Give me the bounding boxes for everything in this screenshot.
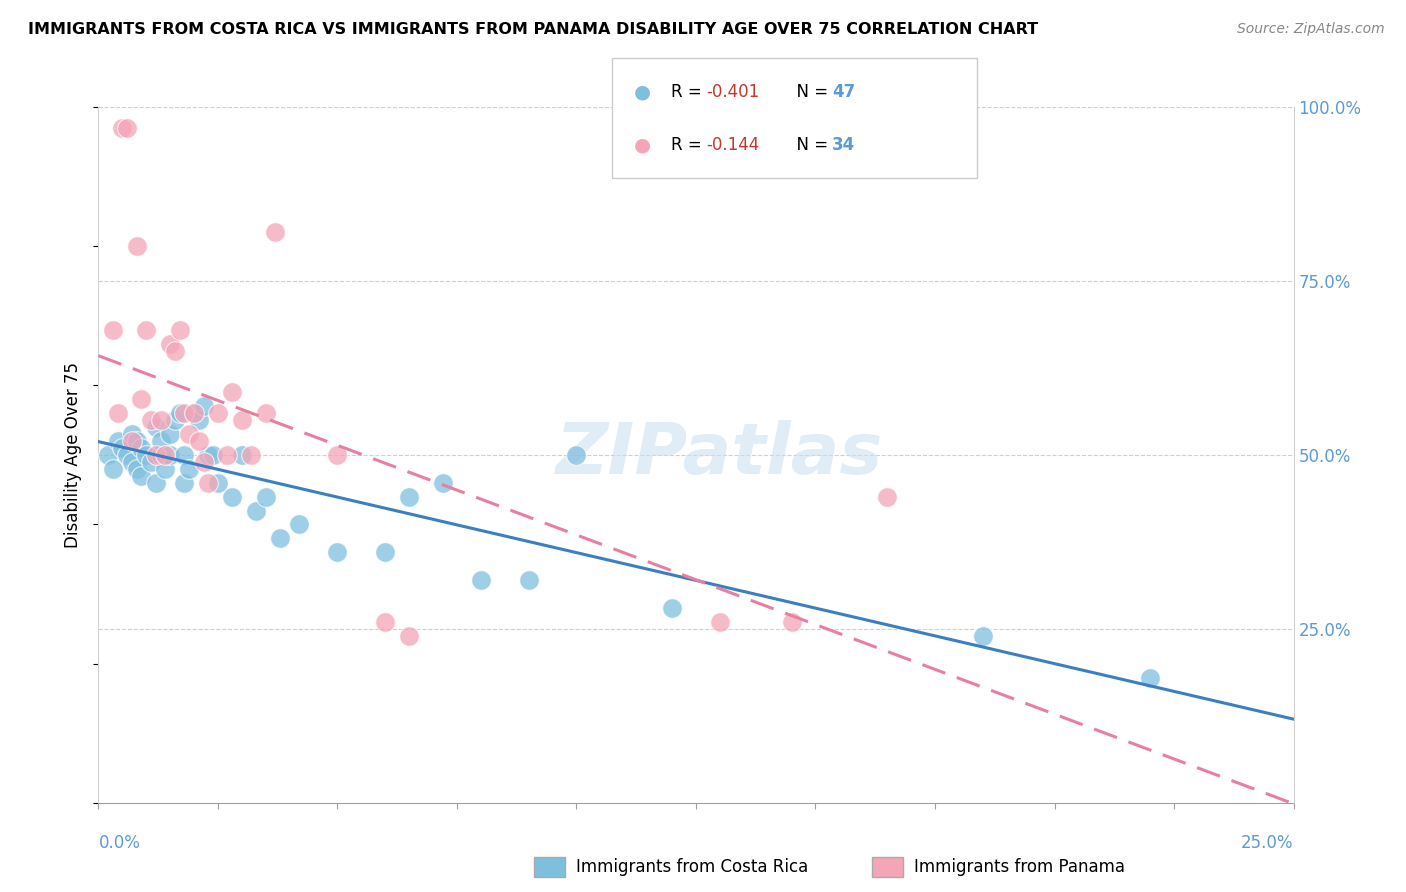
Point — [125, 434, 148, 448]
Point — [111, 441, 134, 455]
Point — [661, 601, 683, 615]
Point — [163, 343, 186, 358]
Point — [780, 615, 803, 629]
Point — [159, 336, 181, 351]
Point — [97, 448, 120, 462]
Point — [155, 462, 177, 476]
Point — [269, 532, 291, 546]
Text: ZIPatlas: ZIPatlas — [557, 420, 883, 490]
Text: 25.0%: 25.0% — [1241, 834, 1294, 852]
Point — [149, 434, 172, 448]
Point — [107, 434, 129, 448]
Point — [217, 448, 239, 462]
Point — [179, 427, 201, 442]
Point — [207, 475, 229, 490]
Point — [149, 413, 172, 427]
Text: 47: 47 — [832, 83, 856, 101]
Point — [173, 475, 195, 490]
Text: 34: 34 — [832, 136, 856, 153]
Point — [254, 490, 277, 504]
Text: Immigrants from Panama: Immigrants from Panama — [914, 858, 1125, 876]
Text: R =: R = — [671, 83, 707, 101]
Point — [169, 323, 191, 337]
Point — [101, 323, 124, 337]
Text: IMMIGRANTS FROM COSTA RICA VS IMMIGRANTS FROM PANAMA DISABILITY AGE OVER 75 CORR: IMMIGRANTS FROM COSTA RICA VS IMMIGRANTS… — [28, 22, 1038, 37]
Point — [240, 448, 263, 462]
Point — [131, 468, 153, 483]
Text: Source: ZipAtlas.com: Source: ZipAtlas.com — [1237, 22, 1385, 37]
Point — [187, 434, 209, 448]
Point — [145, 475, 167, 490]
Point — [183, 406, 205, 420]
Point — [131, 392, 153, 407]
Point — [107, 406, 129, 420]
Point — [264, 225, 287, 239]
Point — [121, 434, 143, 448]
Point — [139, 455, 162, 469]
Point — [202, 448, 225, 462]
Point — [149, 448, 172, 462]
Point — [517, 573, 540, 587]
Point — [197, 448, 219, 462]
Point — [183, 406, 205, 420]
Point — [173, 448, 195, 462]
Point — [111, 120, 134, 135]
Point — [163, 413, 186, 427]
Text: -0.401: -0.401 — [706, 83, 759, 101]
Point — [972, 629, 994, 643]
Point — [187, 413, 209, 427]
Point — [179, 462, 201, 476]
Point — [432, 475, 454, 490]
Point — [221, 490, 243, 504]
Point — [197, 475, 219, 490]
Point — [709, 615, 731, 629]
Point — [254, 406, 277, 420]
Point — [101, 462, 124, 476]
Text: ●: ● — [634, 136, 651, 154]
Point — [231, 413, 253, 427]
Point — [470, 573, 492, 587]
Point — [193, 455, 215, 469]
Y-axis label: Disability Age Over 75: Disability Age Over 75 — [65, 362, 83, 548]
Point — [173, 406, 195, 420]
Point — [876, 490, 898, 504]
Point — [221, 385, 243, 400]
Point — [245, 503, 267, 517]
Text: Immigrants from Costa Rica: Immigrants from Costa Rica — [576, 858, 808, 876]
Point — [145, 420, 167, 434]
Point — [565, 448, 588, 462]
Point — [398, 490, 420, 504]
Text: N =: N = — [786, 136, 834, 153]
Point — [374, 545, 396, 559]
Point — [125, 462, 148, 476]
Point — [135, 323, 157, 337]
Point — [115, 448, 138, 462]
Text: 0.0%: 0.0% — [98, 834, 141, 852]
Point — [1139, 671, 1161, 685]
Text: N =: N = — [786, 83, 834, 101]
Point — [231, 448, 253, 462]
Point — [193, 399, 215, 413]
Point — [145, 448, 167, 462]
Point — [155, 448, 177, 462]
Point — [207, 406, 229, 420]
Point — [131, 441, 153, 455]
Point — [169, 406, 191, 420]
Point — [398, 629, 420, 643]
Point — [288, 517, 311, 532]
Point — [115, 120, 138, 135]
Point — [326, 545, 349, 559]
Point — [135, 448, 157, 462]
Point — [121, 427, 143, 442]
Point — [139, 413, 162, 427]
Point — [125, 239, 148, 253]
Point — [374, 615, 396, 629]
Text: ●: ● — [634, 82, 651, 101]
Point — [121, 455, 143, 469]
Point — [159, 427, 181, 442]
Point — [159, 448, 181, 462]
Text: -0.144: -0.144 — [706, 136, 759, 153]
Text: R =: R = — [671, 136, 707, 153]
Point — [326, 448, 349, 462]
